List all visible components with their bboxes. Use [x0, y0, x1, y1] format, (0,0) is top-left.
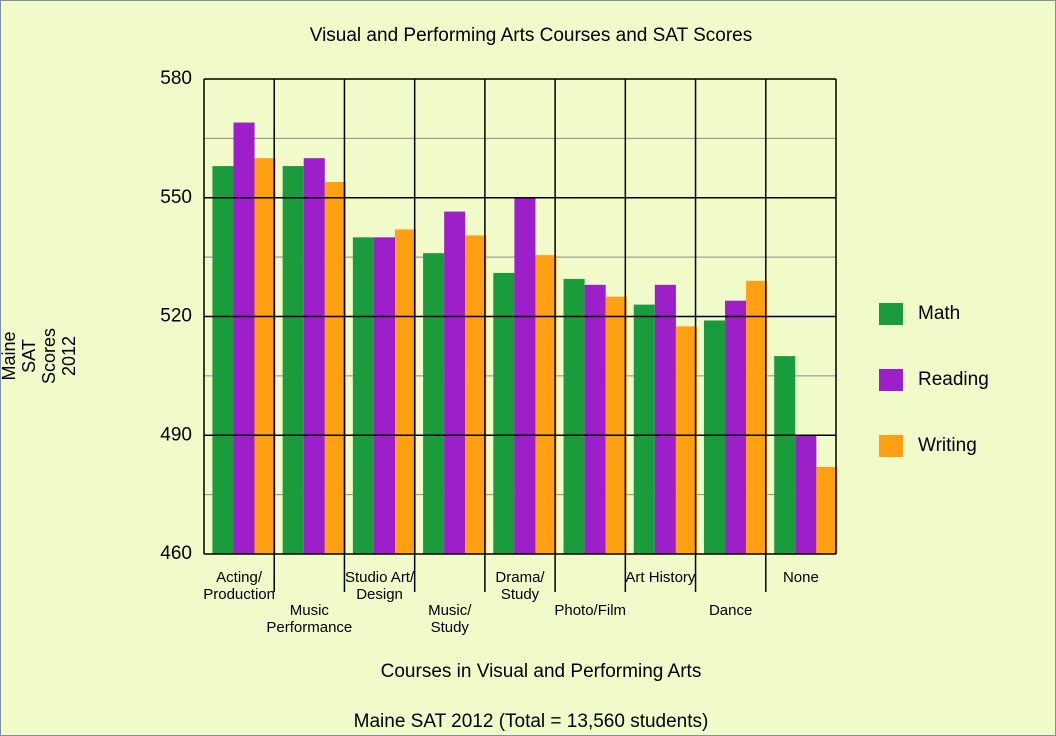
bar [563, 278, 585, 554]
bar [535, 255, 557, 555]
bar [746, 280, 768, 554]
bar [324, 181, 346, 554]
bar [774, 356, 796, 554]
legend-label: Writing [918, 435, 977, 456]
bar [303, 158, 325, 554]
bar [444, 211, 466, 554]
bar [423, 253, 445, 554]
bar [633, 304, 655, 554]
bar [373, 237, 396, 555]
legend-swatch [879, 369, 903, 391]
legend-label: Reading [918, 369, 989, 390]
bar [584, 284, 606, 554]
x-tick-label: Music/ Study [428, 602, 472, 636]
bar [395, 229, 417, 554]
legend-swatch [879, 303, 903, 325]
bar [254, 158, 276, 554]
bar [212, 166, 234, 555]
bar [282, 166, 304, 555]
bar [233, 122, 255, 555]
x-tick-label: Photo/Film [554, 602, 627, 619]
y-tick-label: 460 [160, 543, 192, 564]
x-tick-label: Art History [625, 569, 696, 586]
x-tick-label: None [782, 569, 819, 586]
y-tick-label: 580 [160, 68, 192, 89]
bar [703, 320, 726, 554]
bar [654, 284, 676, 554]
chart-title: Visual and Performing Arts Courses and S… [310, 25, 753, 46]
x-axis-title: Courses in Visual and Performing Arts [381, 661, 702, 682]
footer: Maine SAT 2012 (Total = 13,560 students) [354, 711, 709, 732]
x-tick-label: Dance [708, 602, 753, 619]
bar [465, 235, 487, 554]
x-tick-label: Acting/ Production [203, 569, 275, 603]
legend-label: Math [918, 303, 960, 324]
x-tick-label: Drama/ Study [495, 569, 545, 603]
y-tick-label: 490 [160, 424, 192, 445]
x-tick-label: Music Performance [266, 602, 353, 636]
y-tick-label: 550 [160, 187, 192, 208]
bar [352, 237, 374, 555]
bar [514, 197, 536, 554]
bar [605, 296, 627, 554]
y-axis-title: Maine SAT Scores 2012 [0, 327, 79, 385]
bar [795, 435, 817, 554]
bar [675, 326, 697, 554]
y-tick-label: 520 [160, 306, 192, 327]
bar [816, 466, 838, 554]
legend-swatch [879, 435, 903, 457]
x-tick-label: Studio Art/ Design [344, 569, 415, 603]
bar [725, 300, 747, 554]
bar [493, 272, 515, 554]
